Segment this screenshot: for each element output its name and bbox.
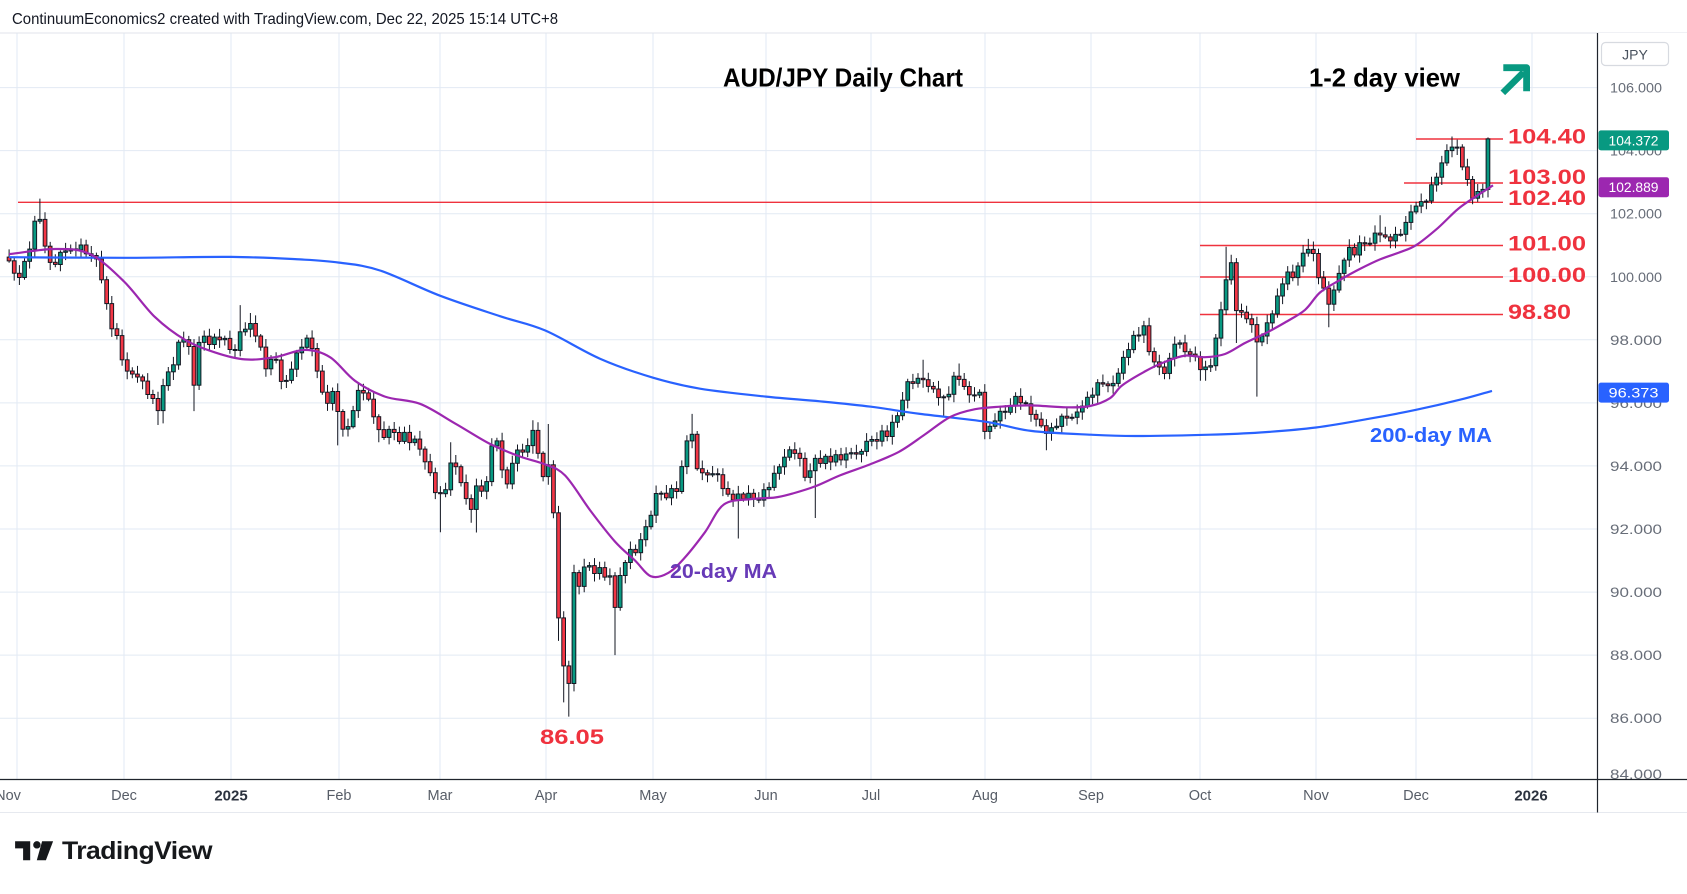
svg-text:104.40: 104.40 xyxy=(1508,126,1586,149)
svg-text:200-day MA: 200-day MA xyxy=(1370,425,1492,447)
svg-text:Jun: Jun xyxy=(754,788,777,804)
svg-text:Feb: Feb xyxy=(327,788,352,804)
svg-text:Oct: Oct xyxy=(1189,788,1212,804)
svg-text:90.000: 90.000 xyxy=(1610,584,1662,600)
svg-text:20-day MA: 20-day MA xyxy=(670,561,777,583)
svg-text:1-2 day view: 1-2 day view xyxy=(1309,63,1461,93)
svg-text:102.000: 102.000 xyxy=(1610,206,1662,222)
svg-text:AUD/JPY Daily Chart: AUD/JPY Daily Chart xyxy=(723,63,963,93)
svg-text:98.80: 98.80 xyxy=(1508,301,1571,324)
svg-text:Aug: Aug xyxy=(972,788,998,804)
svg-text:102.889: 102.889 xyxy=(1609,179,1659,195)
svg-text:106.000: 106.000 xyxy=(1610,80,1662,96)
svg-text:101.00: 101.00 xyxy=(1508,233,1586,256)
svg-text:Dec: Dec xyxy=(111,788,137,804)
svg-text:96.373: 96.373 xyxy=(1609,385,1659,401)
svg-text:Dec: Dec xyxy=(1403,788,1429,804)
svg-text:102.40: 102.40 xyxy=(1508,187,1586,210)
svg-text:86.05: 86.05 xyxy=(540,726,604,749)
svg-text:Jul: Jul xyxy=(862,788,881,804)
svg-text:2025: 2025 xyxy=(214,788,247,805)
svg-text:92.000: 92.000 xyxy=(1610,521,1662,537)
svg-text:100.000: 100.000 xyxy=(1610,269,1662,285)
svg-text:Sep: Sep xyxy=(1078,788,1104,804)
svg-text:103.00: 103.00 xyxy=(1508,166,1586,189)
svg-text:JPY: JPY xyxy=(1622,47,1648,63)
svg-text:104.372: 104.372 xyxy=(1609,132,1659,148)
svg-text:May: May xyxy=(639,788,667,804)
svg-text:100.00: 100.00 xyxy=(1508,264,1586,287)
svg-text:Apr: Apr xyxy=(535,788,558,804)
svg-text:Nov: Nov xyxy=(1303,788,1330,804)
svg-text:86.000: 86.000 xyxy=(1610,710,1662,726)
svg-text:94.000: 94.000 xyxy=(1610,458,1662,474)
svg-text:98.000: 98.000 xyxy=(1610,332,1662,348)
svg-text:Nov: Nov xyxy=(0,788,22,804)
svg-text:88.000: 88.000 xyxy=(1610,647,1662,663)
svg-text:Mar: Mar xyxy=(428,788,453,804)
svg-text:TradingView: TradingView xyxy=(62,837,213,865)
svg-text:2026: 2026 xyxy=(1514,788,1547,805)
svg-text:ContinuumEconomics2 created wi: ContinuumEconomics2 created with Trading… xyxy=(12,11,558,28)
